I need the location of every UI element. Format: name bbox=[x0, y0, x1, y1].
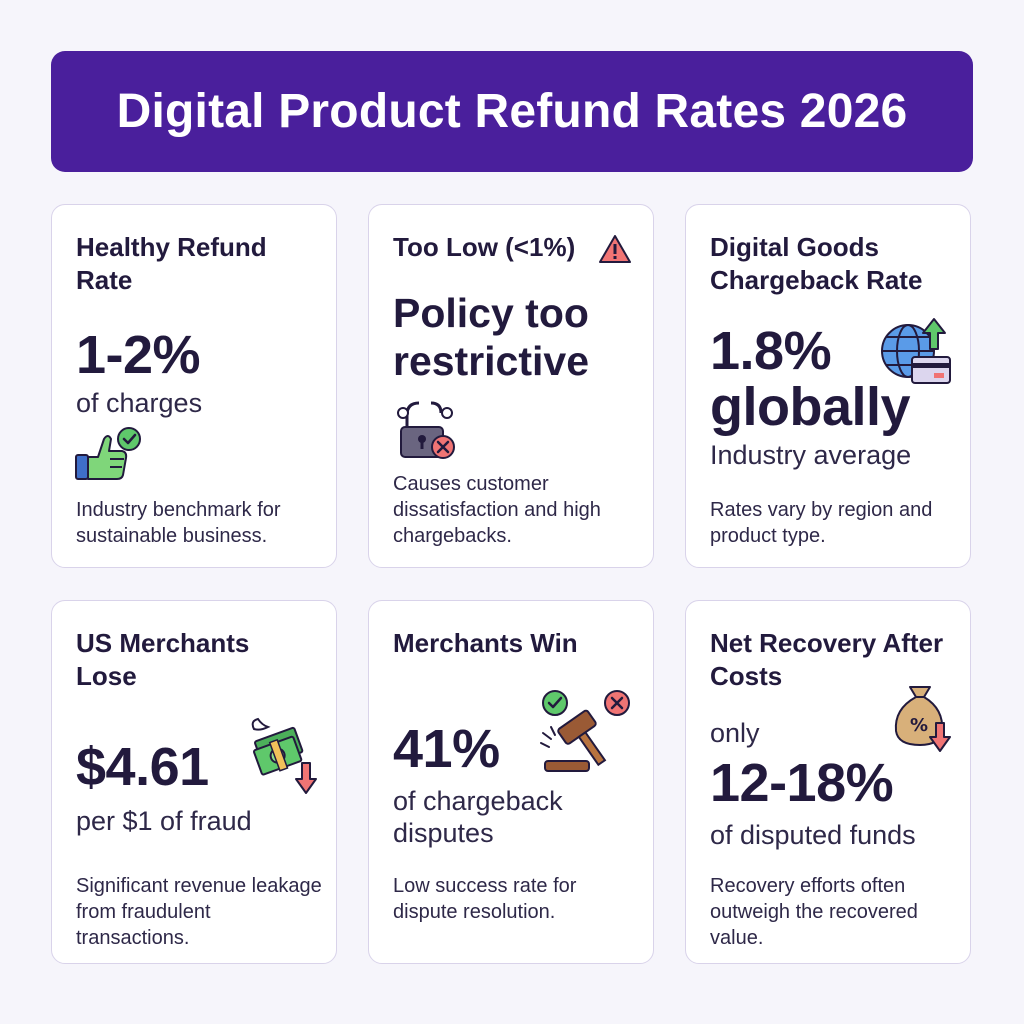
page-title: Digital Product Refund Rates 2026 bbox=[116, 85, 908, 138]
flying-money-down-icon bbox=[251, 717, 317, 794]
card-note: Recovery efforts often outweigh the reco… bbox=[710, 875, 918, 949]
card-value: 1.8% globally bbox=[710, 321, 911, 437]
card-note: Rates vary by region and product type. bbox=[710, 499, 933, 547]
card-subtitle: of chargeback disputes bbox=[393, 786, 563, 848]
card-value: $4.61 bbox=[76, 737, 209, 797]
card-too-low: Too Low (<1%) Policy too restrictive Cau… bbox=[368, 204, 654, 568]
warning-icon bbox=[599, 235, 631, 263]
card-merchants-win: Merchants Win 41% of chargeback disputes… bbox=[368, 600, 654, 964]
card-note: Industry benchmark for sustainable busin… bbox=[76, 499, 281, 547]
card-value: Policy too restrictive bbox=[393, 290, 590, 384]
card-title: Merchants Win bbox=[393, 628, 578, 658]
title-banner: Digital Product Refund Rates 2026 bbox=[51, 51, 973, 172]
card-us-merchants-lose: US Merchants Lose $4.61 per $1 of fraud … bbox=[51, 600, 337, 964]
card-value: 41% bbox=[393, 719, 500, 779]
money-bag-down-icon: % bbox=[894, 686, 951, 752]
card-title: Net Recovery After Costs bbox=[710, 628, 944, 691]
card-title: US Merchants Lose bbox=[76, 628, 250, 691]
card-title: Healthy Refund Rate bbox=[76, 232, 267, 295]
svg-text:%: % bbox=[910, 715, 928, 736]
card-note: Significant revenue leakage from fraudul… bbox=[76, 875, 322, 949]
thumbs-up-check-icon bbox=[75, 427, 141, 480]
gavel-icon bbox=[540, 690, 630, 772]
card-prefix: only bbox=[710, 718, 760, 748]
card-note: Low success rate for dispute resolution. bbox=[393, 875, 577, 923]
card-value: 1-2% bbox=[76, 325, 201, 385]
card-subtitle: per $1 of fraud bbox=[76, 806, 252, 836]
broken-lock-icon bbox=[397, 401, 455, 459]
card-subtitle: of charges bbox=[76, 388, 203, 418]
card-subtitle: of disputed funds bbox=[710, 820, 916, 850]
card-value: 12-18% bbox=[710, 753, 894, 813]
card-digital-goods-chargeback: Digital Goods Chargeback Rate 1.8% globa… bbox=[685, 204, 971, 568]
card-net-recovery: Net Recovery After Costs only % 12-18% o… bbox=[685, 600, 971, 964]
card-healthy-refund-rate: Healthy Refund Rate 1-2% of charges Indu… bbox=[51, 204, 337, 568]
globe-card-arrow-up-icon bbox=[881, 318, 951, 384]
card-title: Digital Goods Chargeback Rate bbox=[710, 232, 923, 295]
card-note: Causes customer dissatisfaction and high… bbox=[393, 473, 601, 547]
card-title: Too Low (<1%) bbox=[393, 232, 576, 262]
card-subtitle: Industry average bbox=[710, 440, 912, 470]
